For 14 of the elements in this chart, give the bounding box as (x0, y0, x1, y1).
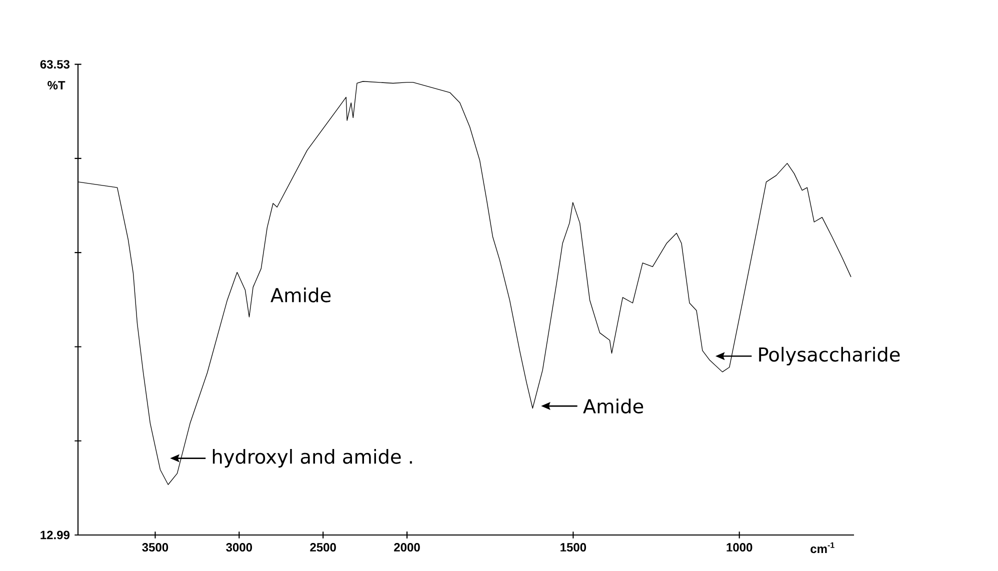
annotation: Amide (270, 288, 331, 302)
x-tick-label: 1000 (726, 543, 752, 552)
x-tick-label: 3500 (142, 543, 168, 552)
y-tick-label: 63.53 (40, 60, 70, 69)
y-axis-title: %T (48, 81, 66, 90)
x-tick-label: 3000 (226, 543, 252, 552)
x-tick-label: 2000 (394, 543, 420, 552)
x-tick-label: 2500 (310, 543, 336, 552)
annotation: hydroxyl and amide . (212, 449, 412, 468)
annotation: Amide (583, 398, 644, 414)
x-axis-title: cm$^{-1}$ (810, 542, 834, 554)
annotation: Polysaccharide (759, 346, 900, 366)
x-tick-label: 1500 (560, 543, 586, 552)
y-tick-label: 12.99 (40, 530, 70, 540)
